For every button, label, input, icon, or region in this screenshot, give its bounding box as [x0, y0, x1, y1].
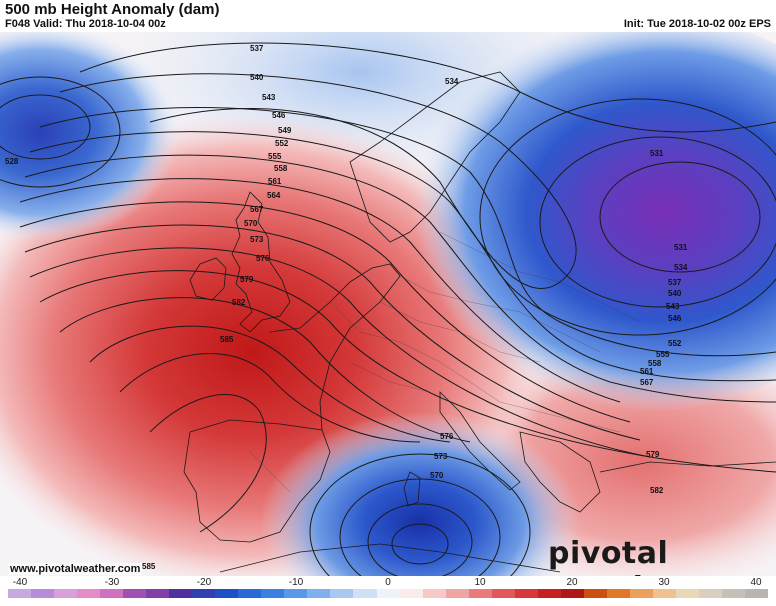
anomaly-trough-east: [390, 32, 776, 412]
colorbar-swatch: [399, 589, 423, 598]
colorbar-swatch: [445, 589, 469, 598]
contour-label: 552: [668, 339, 682, 348]
colorbar-swatch: [514, 589, 538, 598]
colorbar-swatch: [468, 589, 492, 598]
colorbar-swatch: [698, 589, 722, 598]
colorbar-strip: [8, 589, 769, 598]
contour-label: 558: [648, 359, 662, 368]
contour-label: 585: [220, 335, 234, 344]
colorbar-tick: -20: [196, 577, 212, 588]
contour-label: 561: [268, 177, 282, 186]
contour-label: 570: [244, 219, 258, 228]
height-contours: [0, 42, 776, 576]
anomaly-low-west: [0, 32, 180, 242]
contour-label: 546: [668, 314, 682, 323]
contour-label: 528: [5, 157, 19, 166]
contour-label: 534: [445, 77, 459, 86]
contour-label: 573: [250, 235, 264, 244]
contour-label: 555: [656, 350, 670, 359]
colorbar-swatch: [537, 589, 561, 598]
colorbar-swatch: [353, 589, 377, 598]
colorbar-swatch: [54, 589, 78, 598]
website-label: www.pivotalweather.com: [8, 563, 143, 575]
contour-label: 531: [674, 243, 688, 252]
colorbar-swatch: [745, 589, 769, 598]
colorbar: -40 -30 -20 -10 0 10 20 30 40: [0, 576, 776, 600]
contour-label: 537: [668, 278, 682, 287]
contour-label: 540: [668, 289, 682, 298]
contour-label: 576: [440, 432, 454, 441]
contour-label: 579: [240, 275, 254, 284]
colorbar-swatch: [192, 589, 216, 598]
colorbar-swatch: [721, 589, 745, 598]
contour-label: 582: [232, 298, 246, 307]
colorbar-tick: 10: [474, 577, 486, 588]
valid-time: F048 Valid: Thu 2018-10-04 00z: [5, 18, 166, 30]
colorbar-swatch: [100, 589, 124, 598]
colorbar-tick: 40: [750, 577, 762, 588]
colorbar-tick: -10: [288, 577, 304, 588]
colorbar-swatch: [491, 589, 515, 598]
map-panel: 537 540 543 546 549 552 555 558 561 564 …: [0, 32, 776, 576]
contour-label: 561: [640, 367, 654, 376]
colorbar-swatch: [261, 589, 285, 598]
contour-label: 567: [250, 205, 264, 214]
contour-label: 540: [250, 73, 264, 82]
colorbar-swatch: [146, 589, 170, 598]
contour-label: 543: [666, 302, 680, 311]
colorbar-swatch: [583, 589, 607, 598]
contour-label: 558: [274, 164, 288, 173]
contour-label: 576: [256, 254, 270, 263]
contour-label: 567: [640, 378, 654, 387]
contour-label: 585: [142, 562, 156, 571]
contour-label-group: 537 540 543 546 549 552 555 558 561 564 …: [5, 44, 688, 571]
colorbar-swatch: [31, 589, 55, 598]
colorbar-swatch: [169, 589, 193, 598]
colorbar-tick: -40: [12, 577, 28, 588]
colorbar-swatch: [652, 589, 676, 598]
contour-label: 546: [272, 111, 286, 120]
colorbar-tick: 0: [385, 577, 391, 588]
contour-label: 555: [268, 152, 282, 161]
colorbar-ticks: -40 -30 -20 -10 0 10 20 30 40: [0, 576, 776, 588]
colorbar-tick: 20: [566, 577, 578, 588]
contour-label: 531: [650, 149, 664, 158]
map-title: 500 mb Height Anomaly (dam): [5, 1, 220, 18]
colorbar-swatch: [215, 589, 239, 598]
height-anomaly-map: 537 540 543 546 549 552 555 558 561 564 …: [0, 32, 776, 576]
contour-label: 549: [278, 126, 292, 135]
contour-label: 570: [430, 471, 444, 480]
colorbar-swatch: [629, 589, 653, 598]
colorbar-swatch: [422, 589, 446, 598]
colorbar-tick: 30: [658, 577, 670, 588]
coastlines: [183, 71, 776, 573]
header: 500 mb Height Anomaly (dam) F048 Valid: …: [0, 0, 776, 32]
colorbar-swatch: [376, 589, 400, 598]
colorbar-swatch: [77, 589, 101, 598]
contour-label: 573: [434, 452, 448, 461]
colorbar-swatch: [307, 589, 331, 598]
contour-label: 534: [674, 263, 688, 272]
colorbar-swatch: [606, 589, 630, 598]
contour-label: 537: [250, 44, 264, 53]
colorbar-swatch: [675, 589, 699, 598]
contour-label: 582: [650, 486, 664, 495]
contour-label: 552: [275, 139, 289, 148]
colorbar-swatch: [330, 589, 354, 598]
contour-label: 564: [267, 191, 281, 200]
contour-label: 579: [646, 450, 660, 459]
init-time: Init: Tue 2018-10-02 00z EPS: [623, 18, 771, 30]
colorbar-tick: -30: [104, 577, 120, 588]
colorbar-swatch: [8, 589, 32, 598]
contour-label: 543: [262, 93, 276, 102]
colorbar-swatch: [284, 589, 308, 598]
colorbar-swatch: [238, 589, 262, 598]
colorbar-swatch: [560, 589, 584, 598]
colorbar-swatch: [123, 589, 147, 598]
